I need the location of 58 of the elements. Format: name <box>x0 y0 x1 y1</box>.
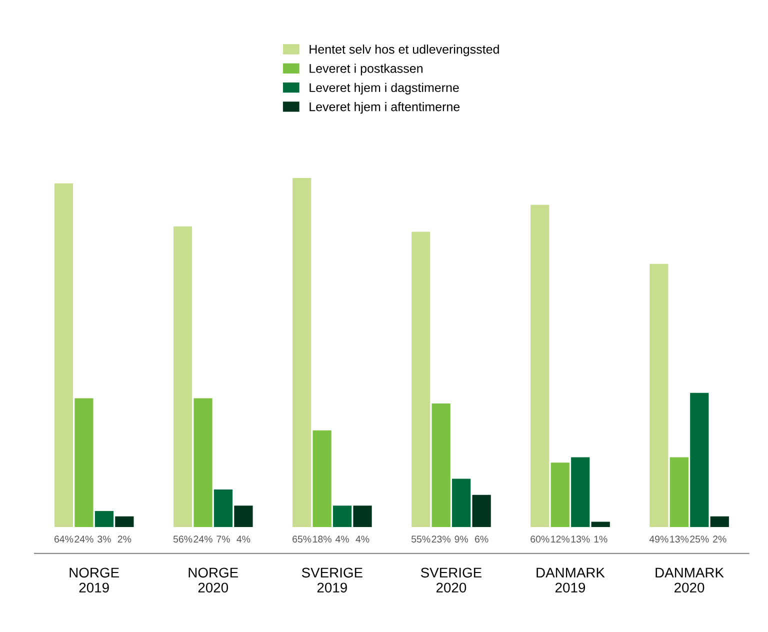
bar <box>571 457 590 528</box>
bar <box>353 506 372 528</box>
bar <box>173 226 192 528</box>
bar <box>292 178 312 528</box>
bar <box>312 430 332 528</box>
x-tick-label: NORGE 2020 <box>188 568 238 593</box>
data-label: 60% <box>530 536 550 543</box>
legend-label: Leveret i postkassen <box>310 64 422 76</box>
bar <box>472 494 491 528</box>
x-tick-label: DANMARK 2019 <box>536 568 605 593</box>
bar <box>74 398 94 528</box>
data-label: 3% <box>98 536 111 543</box>
data-label: 9% <box>454 536 468 543</box>
data-label: 13% <box>670 536 689 543</box>
bar <box>54 183 74 528</box>
bar <box>214 489 233 528</box>
data-label: 4% <box>335 536 349 543</box>
x-tick-label: SVERIGE 2019 <box>302 568 362 593</box>
bar <box>650 264 668 528</box>
bar <box>452 478 471 528</box>
data-label: 13% <box>571 536 590 543</box>
legend-label: Leveret hjem i aftentimerne <box>310 102 460 114</box>
data-label: 18% <box>313 536 332 543</box>
data-label: 1% <box>594 536 608 543</box>
bar <box>591 522 610 528</box>
data-label: 64% <box>54 536 74 543</box>
bar <box>690 392 709 528</box>
data-label: 24% <box>194 536 212 543</box>
data-label: 65% <box>292 536 312 543</box>
legend-label: Leveret hjem i dagstimerne <box>310 82 459 95</box>
data-label: 7% <box>216 536 230 543</box>
data-label: 6% <box>475 536 488 543</box>
bar <box>115 516 134 528</box>
data-label: 2% <box>118 536 132 543</box>
x-tick-label: DANMARK 2020 <box>656 568 724 593</box>
bar <box>432 404 450 528</box>
x-tick-label: SVERIGE 2020 <box>420 568 482 593</box>
data-label: 24% <box>74 536 94 543</box>
bar <box>94 510 114 528</box>
data-label: 25% <box>690 536 709 543</box>
bar <box>234 506 253 528</box>
data-label: 2% <box>713 536 726 543</box>
bar <box>710 516 729 528</box>
bar <box>332 506 352 528</box>
bar <box>530 204 550 528</box>
bar <box>550 462 570 528</box>
data-label: 55% <box>412 536 430 543</box>
bar <box>670 457 688 528</box>
data-label: 4% <box>356 536 370 543</box>
bar <box>194 398 212 528</box>
data-label: 56% <box>173 536 192 543</box>
legend-label: Hentet selv hos et udleveringssted <box>310 44 499 56</box>
data-label: 23% <box>432 536 450 543</box>
data-label: 4% <box>236 536 250 543</box>
data-label: 49% <box>649 536 668 543</box>
bar <box>412 232 430 528</box>
data-label: 12% <box>551 536 570 543</box>
x-tick-label: NORGE 2019 <box>70 568 119 593</box>
